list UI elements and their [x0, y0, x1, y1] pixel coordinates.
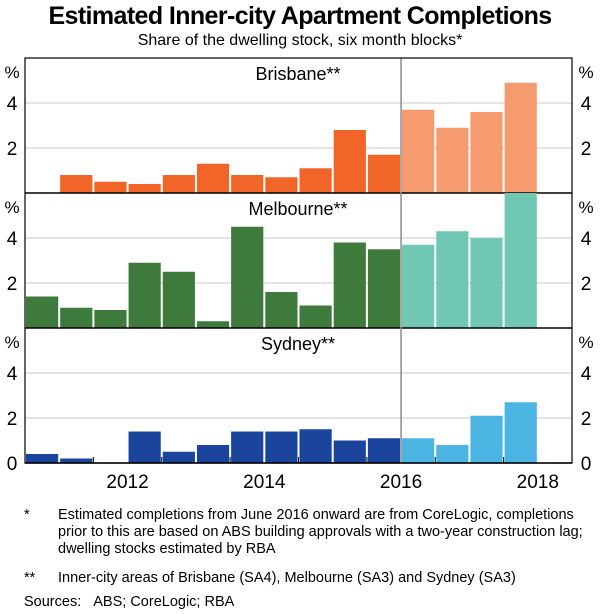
bar	[470, 415, 503, 463]
x-tick-label: 2018	[517, 472, 559, 493]
y-tick-label-right: 4	[581, 364, 592, 385]
sources-label: Sources:	[24, 594, 82, 610]
y-unit-left: %	[4, 63, 19, 82]
x-tick-label: 2016	[380, 472, 422, 493]
x-tick-label: 2012	[106, 472, 148, 493]
y-tick-label-right: 4	[581, 94, 592, 115]
footnote-mark: *	[24, 507, 30, 523]
bar	[402, 109, 435, 193]
chart-subtitle: Share of the dwelling stock, six month b…	[137, 32, 463, 49]
bar	[162, 175, 195, 193]
bar	[504, 402, 537, 463]
sources-text: ABS; CoreLogic; RBA	[93, 594, 235, 610]
y-tick-label-left: 2	[7, 409, 18, 430]
bar	[265, 177, 298, 193]
y-unit-right: %	[578, 63, 593, 82]
bar	[299, 305, 332, 328]
bar	[470, 238, 503, 328]
bar	[470, 112, 503, 193]
footnote-mark: **	[24, 570, 36, 586]
y-tick-label-left: 4	[7, 94, 18, 115]
sources: Sources: ABS; CoreLogic; RBA	[24, 594, 234, 611]
bar	[333, 242, 366, 328]
panel-title: Sydney**	[261, 334, 335, 354]
bar	[162, 271, 195, 328]
bar	[436, 231, 469, 328]
y-unit-left: %	[4, 198, 19, 217]
bar	[367, 249, 401, 328]
panel-title: Brisbane**	[255, 64, 340, 84]
bar	[299, 168, 332, 193]
y-unit-right: %	[578, 198, 593, 217]
panel-title: Melbourne**	[248, 199, 347, 219]
bar	[333, 440, 366, 463]
y-unit-left: %	[4, 333, 19, 352]
y-tick-label-right: 0	[581, 454, 592, 475]
bar	[367, 438, 401, 463]
footnote-text: Estimated completions from June 2016 onw…	[58, 507, 583, 557]
y-tick-label-left: 0	[7, 454, 18, 475]
y-tick-label-left: 2	[7, 274, 18, 295]
y-tick-label-left: 4	[7, 229, 18, 250]
bar	[128, 262, 161, 328]
bar	[367, 154, 401, 193]
bar	[436, 445, 469, 463]
bar	[265, 431, 298, 463]
bar	[333, 130, 366, 193]
bar	[94, 310, 127, 328]
y-tick-label-right: 2	[581, 139, 592, 160]
bar	[231, 175, 264, 193]
bar	[60, 307, 93, 328]
y-tick-label-right: 2	[581, 274, 592, 295]
bar	[402, 438, 435, 463]
x-tick-label: 2014	[243, 472, 286, 493]
bar	[196, 445, 230, 463]
bar	[196, 163, 230, 193]
y-tick-label-right: 2	[581, 409, 592, 430]
footnote-text: Inner-city areas of Brisbane (SA4), Melb…	[58, 570, 516, 586]
bar	[128, 431, 161, 463]
bar	[504, 193, 537, 328]
bar	[196, 321, 230, 328]
bar	[128, 184, 161, 193]
y-unit-right: %	[578, 333, 593, 352]
bar	[94, 181, 127, 193]
chart-plot: 2 2 4 4% % Brisbane** 2 2 4 4% % Melbourne** 0 0 2 2 4 4%…	[4, 57, 594, 493]
bar	[26, 454, 59, 463]
bar	[231, 226, 264, 328]
y-tick-label-left: 2	[7, 139, 18, 160]
bar	[60, 458, 93, 463]
bar	[265, 292, 298, 328]
bar	[402, 244, 435, 328]
bar	[504, 82, 537, 193]
y-tick-label-left: 4	[7, 364, 18, 385]
bar	[26, 296, 59, 328]
bar	[299, 429, 332, 463]
y-tick-label-right: 4	[581, 229, 592, 250]
bar	[162, 451, 195, 463]
bar	[231, 431, 264, 463]
bar	[60, 175, 93, 193]
chart-title: Estimated Inner-city Apartment Completio…	[48, 2, 552, 30]
bar	[436, 127, 469, 193]
